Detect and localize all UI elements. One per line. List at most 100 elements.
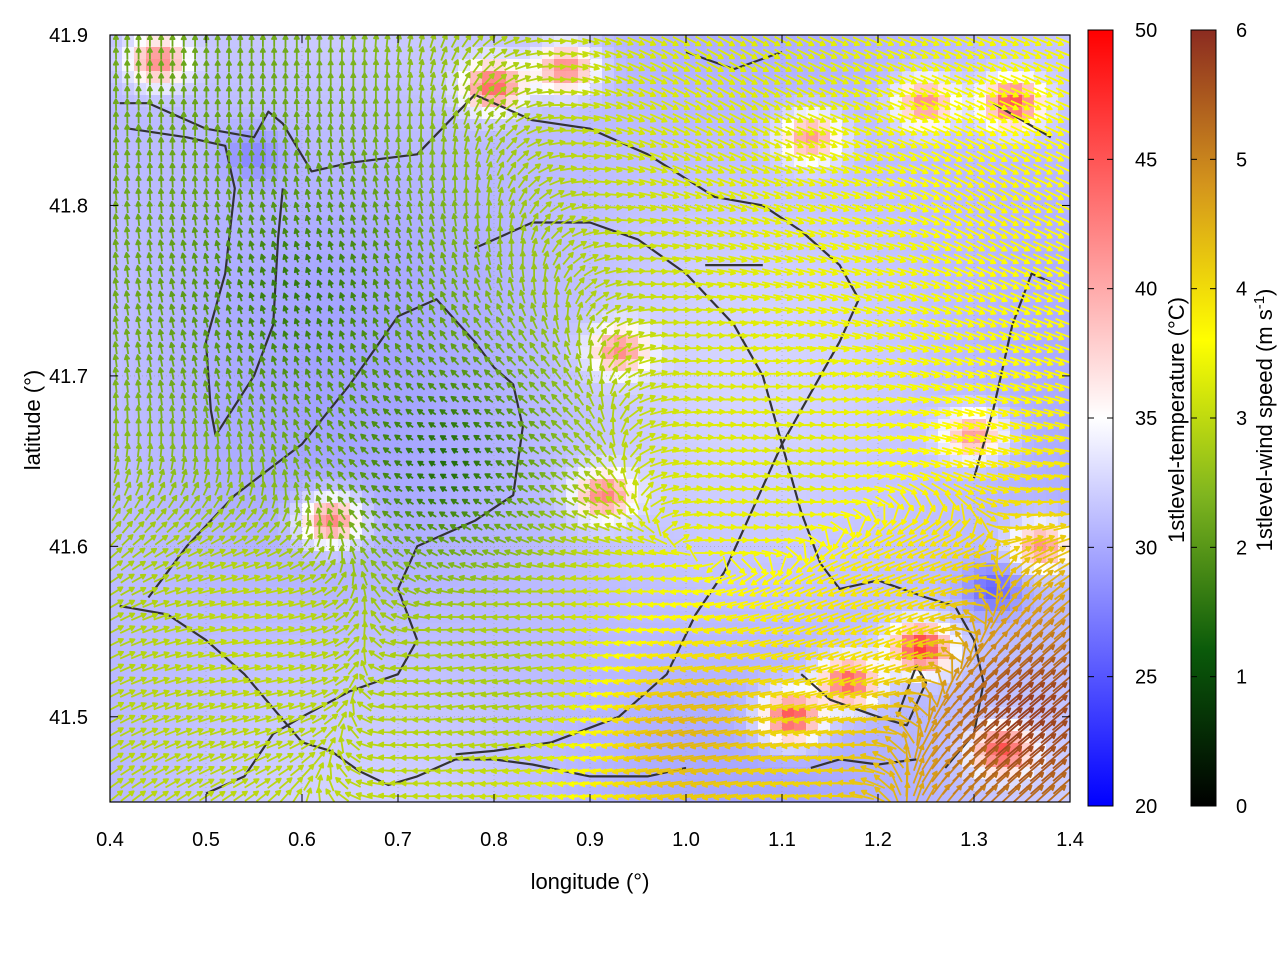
temperature-cell	[110, 143, 123, 156]
temperature-cell	[134, 791, 147, 802]
temperature-cell	[146, 35, 159, 48]
temperature-cell	[254, 551, 267, 564]
temperature-cell	[110, 755, 123, 768]
temperature-cell	[230, 371, 243, 384]
temperature-cell	[290, 311, 303, 324]
temperature-cell	[158, 551, 171, 564]
temperature-cell	[206, 359, 219, 372]
temperature-cell	[194, 479, 207, 492]
temperature-cell	[842, 455, 855, 468]
temperature-cell	[182, 479, 195, 492]
temperature-cell	[218, 167, 231, 180]
temperature-cell	[206, 731, 219, 744]
temperature-cell	[458, 767, 471, 780]
temperature-cell	[278, 551, 291, 564]
temperature-cell	[194, 275, 207, 288]
temperature-cell	[182, 263, 195, 276]
temperature-cell	[278, 539, 291, 552]
temperature-cell	[194, 263, 207, 276]
temperature-cell	[470, 587, 483, 600]
temperature-cell	[146, 47, 159, 60]
temperature-cell	[266, 179, 279, 192]
temperature-cell	[218, 71, 231, 84]
temperature-cell	[446, 179, 459, 192]
temperature-cell	[974, 527, 987, 540]
temperature-cell	[182, 167, 195, 180]
temperature-cell	[290, 359, 303, 372]
temperature-cell	[146, 431, 159, 444]
temperature-cell	[242, 539, 255, 552]
temperature-cell	[278, 167, 291, 180]
temperature-cell	[842, 467, 855, 480]
temperature-cell	[182, 71, 195, 84]
temperature-cell	[194, 155, 207, 168]
temperature-cell	[830, 395, 843, 408]
temperature-cell	[206, 47, 219, 60]
temperature-cell	[134, 47, 147, 60]
temperature-cell	[926, 683, 939, 696]
temperature-cell	[194, 359, 207, 372]
temperature-cell	[206, 71, 219, 84]
temperature-cell	[134, 191, 147, 204]
temperature-cell	[206, 95, 219, 108]
temperature-cell	[206, 791, 219, 802]
temperature-cell	[758, 527, 771, 540]
temperature-cell	[206, 443, 219, 456]
temperature-cell	[830, 467, 843, 480]
temperature-cell	[194, 371, 207, 384]
temperature-cell	[170, 551, 183, 564]
temperature-cell	[230, 539, 243, 552]
temperature-cell	[326, 275, 339, 288]
temperature-cell	[134, 107, 147, 120]
temperature-cell	[206, 251, 219, 264]
temperature-cell	[326, 215, 339, 228]
temperature-cell	[218, 179, 231, 192]
temperature-cell	[278, 311, 291, 324]
temperature-cell	[542, 83, 555, 96]
temperature-cell	[194, 347, 207, 360]
temperature-cell	[290, 299, 303, 312]
temperature-cell	[614, 587, 627, 600]
temperature-cell	[254, 47, 267, 60]
temperature-cell	[290, 323, 303, 336]
temperature-cell	[266, 47, 279, 60]
temperature-cell	[146, 443, 159, 456]
temperature-cell	[614, 191, 627, 204]
temperature-cell	[194, 143, 207, 156]
temperature-cell	[254, 791, 267, 802]
temperature-cell	[266, 539, 279, 552]
temperature-cell	[266, 791, 279, 802]
temperature-cell	[230, 83, 243, 96]
temperature-cell	[182, 719, 195, 732]
temperature-cell	[458, 179, 471, 192]
temperature-cell	[278, 383, 291, 396]
temperature-cell	[218, 467, 231, 480]
temperature-cell	[182, 191, 195, 204]
temperature-cell	[254, 623, 267, 636]
temperature-cell	[278, 563, 291, 576]
temperature-cell	[194, 167, 207, 180]
temperature-cell	[194, 239, 207, 252]
temperature-cell	[134, 167, 147, 180]
temperature-cell	[290, 383, 303, 396]
temperature-cell	[134, 383, 147, 396]
temperature-cell	[266, 167, 279, 180]
temperature-cell	[194, 323, 207, 336]
temperature-cell	[170, 791, 183, 802]
temperature-cell	[218, 95, 231, 108]
temperature-cell	[254, 539, 267, 552]
temperature-cell	[206, 455, 219, 468]
temperature-cell	[770, 527, 783, 540]
temperature-cell	[158, 443, 171, 456]
temperature-cell	[290, 191, 303, 204]
temperature-cell	[530, 263, 543, 276]
temperature-cell	[110, 767, 123, 780]
temperature-cell	[338, 107, 351, 120]
temperature-cell	[146, 107, 159, 120]
temperature-cell	[194, 59, 207, 72]
temperature-cell	[194, 179, 207, 192]
temperature-cell	[326, 107, 339, 120]
temperature-cell	[110, 659, 123, 672]
temperature-cell	[242, 791, 255, 802]
temperature-cell	[290, 155, 303, 168]
